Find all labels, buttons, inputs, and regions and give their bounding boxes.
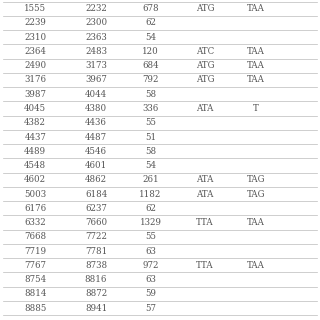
Text: TAA: TAA [247, 261, 265, 270]
Text: 8814: 8814 [24, 289, 46, 298]
Text: 58: 58 [145, 147, 156, 156]
Text: 4862: 4862 [85, 175, 107, 184]
Text: 4602: 4602 [24, 175, 46, 184]
Text: 7719: 7719 [24, 246, 46, 256]
Text: 8738: 8738 [85, 261, 107, 270]
Text: 792: 792 [142, 76, 159, 84]
Text: 1182: 1182 [139, 189, 162, 198]
Text: TAA: TAA [247, 61, 265, 70]
Text: 336: 336 [142, 104, 158, 113]
Text: TAA: TAA [247, 4, 265, 13]
Text: 7767: 7767 [24, 261, 46, 270]
Text: 2300: 2300 [85, 19, 107, 28]
Text: 58: 58 [145, 90, 156, 99]
Text: TTA: TTA [196, 218, 214, 227]
Text: 62: 62 [145, 204, 156, 213]
Text: 6237: 6237 [85, 204, 107, 213]
Text: 63: 63 [145, 275, 156, 284]
Text: 54: 54 [145, 33, 156, 42]
Text: 7668: 7668 [24, 232, 46, 241]
Text: 4380: 4380 [85, 104, 107, 113]
Text: 8872: 8872 [85, 289, 107, 298]
Text: TAA: TAA [247, 76, 265, 84]
Text: 120: 120 [142, 47, 159, 56]
Text: 3176: 3176 [24, 76, 46, 84]
Text: 5003: 5003 [24, 189, 46, 198]
Text: ATA: ATA [196, 104, 213, 113]
Text: 8754: 8754 [24, 275, 46, 284]
Text: 3967: 3967 [85, 76, 107, 84]
Text: 4601: 4601 [85, 161, 107, 170]
Text: 7722: 7722 [85, 232, 107, 241]
Text: 4487: 4487 [85, 132, 107, 141]
Text: 4045: 4045 [24, 104, 46, 113]
Text: ATA: ATA [196, 175, 213, 184]
Text: 1555: 1555 [24, 4, 46, 13]
Text: 8941: 8941 [85, 304, 107, 313]
Text: 7781: 7781 [85, 246, 107, 256]
Text: 2232: 2232 [85, 4, 107, 13]
Text: 8816: 8816 [85, 275, 107, 284]
Text: 261: 261 [142, 175, 159, 184]
Text: ATC: ATC [196, 47, 214, 56]
Text: 684: 684 [142, 61, 159, 70]
Text: 4437: 4437 [24, 132, 46, 141]
Text: TAA: TAA [247, 47, 265, 56]
Text: 6184: 6184 [85, 189, 107, 198]
Text: 57: 57 [145, 304, 156, 313]
Text: ATG: ATG [196, 76, 214, 84]
Text: TAG: TAG [247, 189, 265, 198]
Text: ATG: ATG [196, 61, 214, 70]
Text: 4436: 4436 [85, 118, 107, 127]
Text: 4044: 4044 [85, 90, 107, 99]
Text: 3987: 3987 [24, 90, 46, 99]
Text: 51: 51 [145, 132, 156, 141]
Text: ATA: ATA [196, 189, 213, 198]
Text: T: T [253, 104, 259, 113]
Text: 59: 59 [145, 289, 156, 298]
Text: TAG: TAG [247, 175, 265, 184]
Text: TAA: TAA [247, 218, 265, 227]
Text: 3173: 3173 [85, 61, 107, 70]
Text: TTA: TTA [196, 261, 214, 270]
Text: 972: 972 [142, 261, 159, 270]
Text: 4548: 4548 [24, 161, 46, 170]
Text: 2310: 2310 [24, 33, 46, 42]
Text: 678: 678 [142, 4, 159, 13]
Text: 2363: 2363 [85, 33, 107, 42]
Text: 2483: 2483 [85, 47, 107, 56]
Text: 55: 55 [145, 232, 156, 241]
Text: 1329: 1329 [140, 218, 161, 227]
Text: 54: 54 [145, 161, 156, 170]
Text: ATG: ATG [196, 4, 214, 13]
Text: 2239: 2239 [24, 19, 46, 28]
Text: 62: 62 [145, 19, 156, 28]
Text: 2364: 2364 [24, 47, 46, 56]
Text: 6332: 6332 [24, 218, 46, 227]
Text: 55: 55 [145, 118, 156, 127]
Text: 4489: 4489 [24, 147, 46, 156]
Text: 4382: 4382 [24, 118, 46, 127]
Text: 4546: 4546 [85, 147, 107, 156]
Text: 6176: 6176 [24, 204, 46, 213]
Text: 7660: 7660 [85, 218, 107, 227]
Text: 2490: 2490 [24, 61, 46, 70]
Text: 8885: 8885 [24, 304, 46, 313]
Text: 63: 63 [145, 246, 156, 256]
